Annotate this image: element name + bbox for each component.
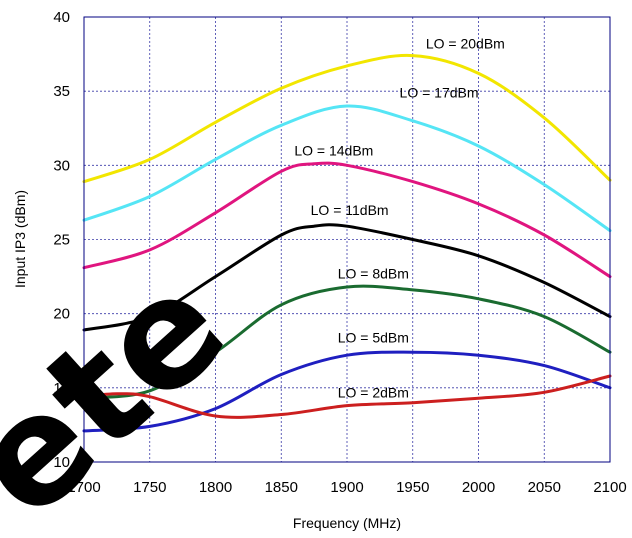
x-tick-label: 1800 bbox=[199, 479, 232, 496]
x-tick-label: 1850 bbox=[265, 479, 298, 496]
y-tick-label: 10 bbox=[53, 454, 70, 471]
x-tick-label: 1950 bbox=[396, 479, 429, 496]
series-line-6 bbox=[82, 374, 612, 419]
y-tick-label: 30 bbox=[53, 157, 70, 174]
series-label: LO = 14dBm bbox=[294, 143, 373, 159]
x-tick-label: 2000 bbox=[462, 479, 495, 496]
series-label: LO = 17dBm bbox=[400, 85, 479, 101]
x-tick-labels: 1700 1750 1800 1850 1900 1950 2000 2050 2100 bbox=[67, 479, 626, 496]
series-line-1 bbox=[82, 104, 612, 233]
series-line-5 bbox=[82, 350, 612, 433]
x-tick-label: 1750 bbox=[133, 479, 166, 496]
y-tick-label: 40 bbox=[53, 9, 70, 26]
y-tick-label: 35 bbox=[53, 83, 70, 100]
x-tick-label: 1900 bbox=[330, 479, 363, 496]
series-label: LO = 2dBm bbox=[338, 384, 409, 400]
series-line-2 bbox=[82, 161, 612, 279]
x-tick-label: 1700 bbox=[67, 479, 100, 496]
plot-frame bbox=[83, 16, 611, 463]
series-line-0 bbox=[82, 53, 612, 184]
x-tick-label: 2050 bbox=[528, 479, 561, 496]
series-label: LO = 20dBm bbox=[426, 36, 505, 52]
y-axis-title: Input IP3 (dBm) bbox=[12, 190, 28, 288]
x-tick-label: 2100 bbox=[593, 479, 626, 496]
series-line-3 bbox=[82, 223, 612, 332]
y-tick-label: 20 bbox=[53, 306, 70, 323]
series-label: LO = 5dBm bbox=[338, 329, 409, 345]
series-line-4 bbox=[82, 284, 612, 400]
series-label: LO = 8dBm bbox=[338, 266, 409, 282]
series-labels: LO = 20dBm LO = 17dBm LO = 14dBm LO = 11dBm… bbox=[294, 36, 505, 401]
series-lines bbox=[82, 53, 612, 433]
x-axis-title: Frequency (MHz) bbox=[293, 515, 401, 531]
y-tick-labels: 10 15 20 25 30 35 40 bbox=[53, 9, 70, 471]
series-label: LO = 11dBm bbox=[311, 202, 389, 218]
y-tick-label: 15 bbox=[53, 380, 70, 397]
y-tick-label: 25 bbox=[53, 232, 70, 249]
